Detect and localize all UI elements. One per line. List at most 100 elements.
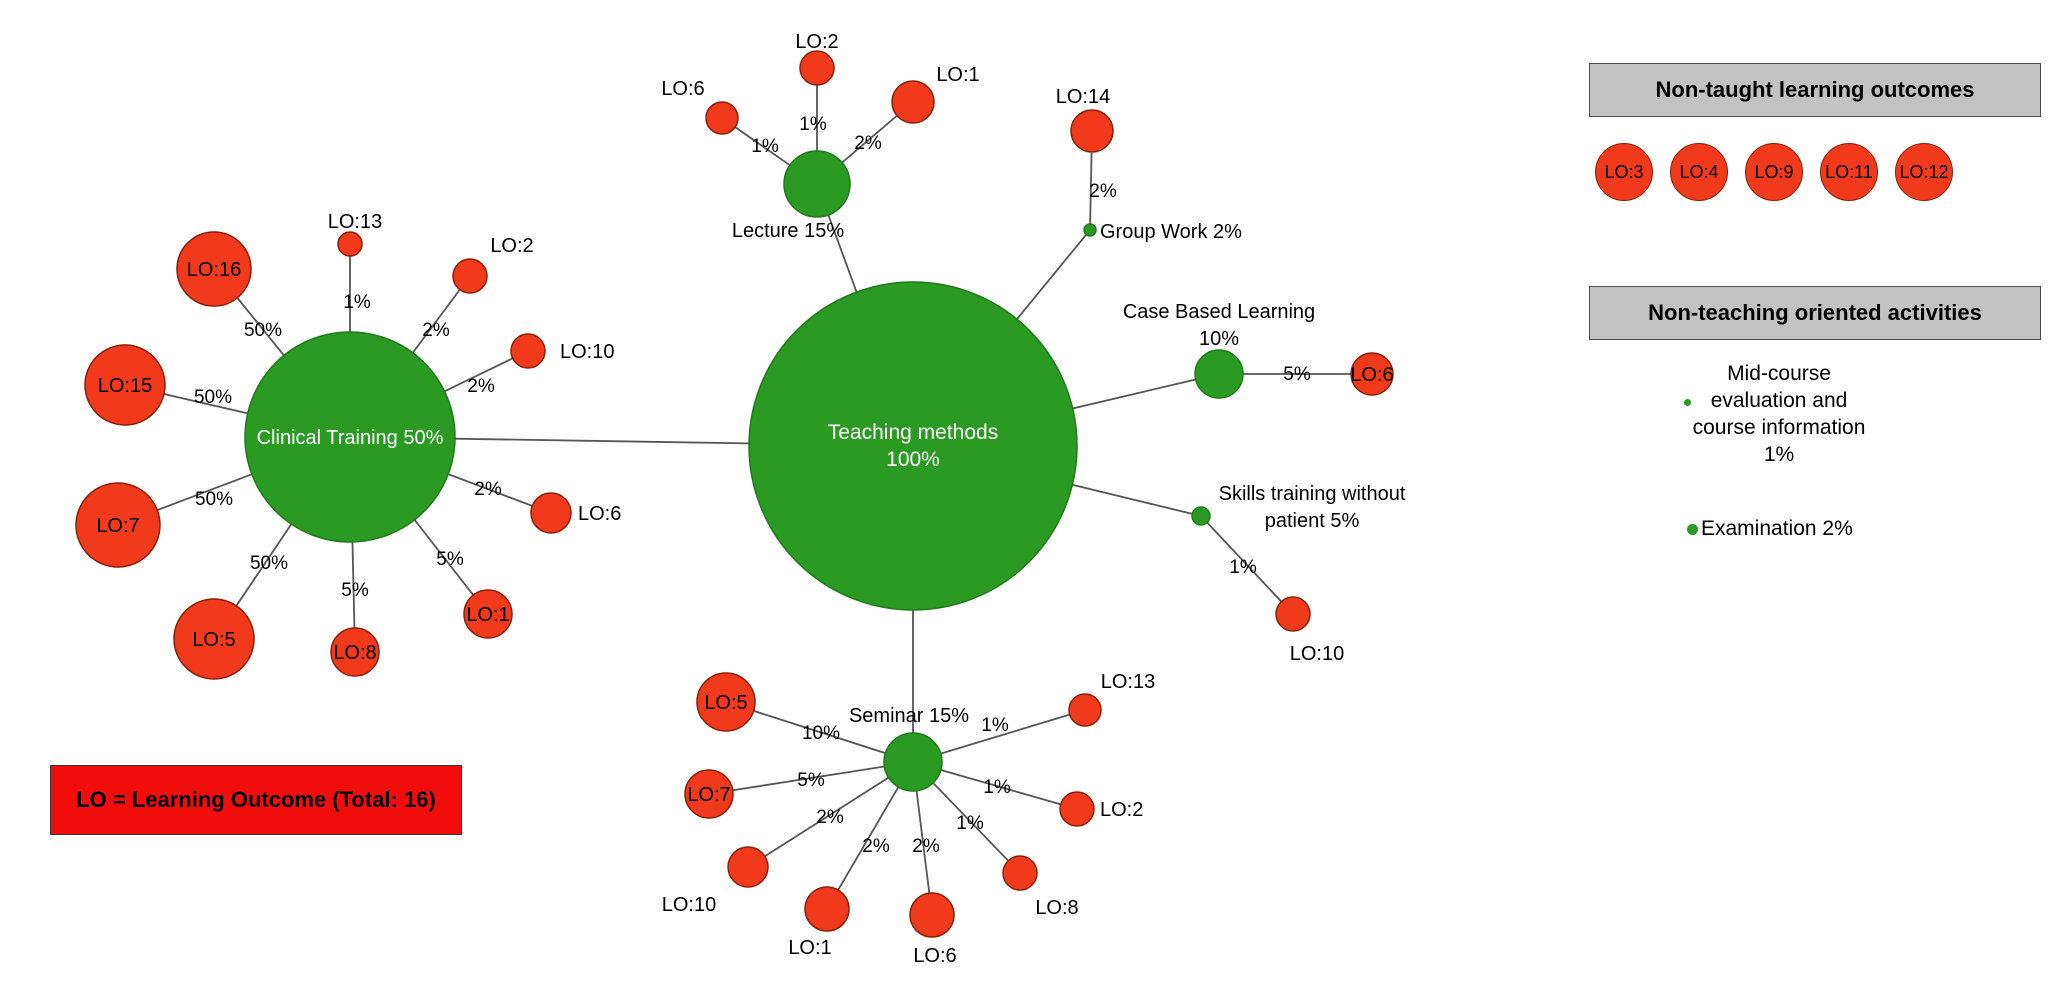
edge-label-clinical-lo2-clinical: 2% xyxy=(422,320,450,341)
edge-skills-lo10-skills xyxy=(1200,515,1294,615)
node-lo14 xyxy=(1070,109,1114,153)
edge-label-seminar-lo10-seminar: 2% xyxy=(816,807,844,828)
label-cbl: Case Based Learning 10% xyxy=(1123,301,1315,350)
edge-label-clinical-lo8-clinical: 5% xyxy=(341,580,369,601)
node-lo5-clinical xyxy=(173,598,255,680)
midcourse-label: Mid-course evaluation and course informa… xyxy=(1692,362,1866,466)
edge-label-clinical-lo15: 50% xyxy=(194,387,232,408)
label-seminar: Seminar 15% xyxy=(849,705,969,727)
node-lo10-seminar xyxy=(727,846,769,888)
edge-label-clinical-lo5-clinical: 50% xyxy=(250,553,288,574)
label-lo2-lecture: LO:2 xyxy=(795,31,838,53)
edge-label-clinical-lo7-clinical: 50% xyxy=(195,489,233,510)
legend-lo-11: LO:11 xyxy=(1820,143,1878,201)
label-lo10-clinical: LO:10 xyxy=(560,341,614,363)
label-lo10-seminar: LO:10 xyxy=(662,894,716,916)
node-lo6-seminar xyxy=(909,892,955,938)
node-lo1-lecture xyxy=(891,80,935,124)
node-lo13-seminar xyxy=(1068,693,1102,727)
node-lo5-seminar xyxy=(696,672,756,732)
edge-label-seminar-lo6-seminar: 2% xyxy=(912,836,940,857)
node-lo8-seminar xyxy=(1002,855,1038,891)
label-lo6-seminar: LO:6 xyxy=(913,945,956,967)
edge-label-lecture-lo2-lecture: 1% xyxy=(799,114,827,135)
node-lecture xyxy=(783,150,851,218)
label-lo1-clinical: LO:1 xyxy=(466,604,509,626)
edge-label-skills-lo10-skills: 1% xyxy=(1229,557,1257,578)
non-teaching-header: Non-teaching oriented activities xyxy=(1589,286,2041,340)
edge-label-groupwork-lo14: 2% xyxy=(1089,181,1117,202)
label-lo14: LO:14 xyxy=(1056,86,1110,108)
edge-label-clinical-lo6-clinical: 2% xyxy=(474,479,502,500)
non-teaching-title: Non-teaching oriented activities xyxy=(1648,300,1982,325)
node-skills xyxy=(1191,506,1211,526)
edge-seminar-lo7-seminar xyxy=(708,761,914,795)
edge-label-seminar-lo2-seminar: 1% xyxy=(983,777,1011,798)
label-lo13-clinical: LO:13 xyxy=(328,211,382,233)
edge-label-seminar-lo5-seminar: 10% xyxy=(802,723,840,744)
node-lo15 xyxy=(84,344,166,426)
examination-dot-icon xyxy=(1687,523,1698,535)
edge-label-seminar-lo7-seminar: 5% xyxy=(797,770,825,791)
legend-lo-4: LO:4 xyxy=(1670,143,1728,201)
examination-activity: Examination 2% xyxy=(1687,517,1853,541)
non-taught-items: LO:3 LO:4 LO:9 LO:11 LO:12 xyxy=(1595,143,1953,201)
label-skills: Skills training without patient 5% xyxy=(1219,483,1406,532)
label-lo10-skills: LO:10 xyxy=(1290,643,1344,665)
legend-lo-9: LO:9 xyxy=(1745,143,1803,201)
label-lo1-seminar: LO:1 xyxy=(788,937,831,959)
node-lo16 xyxy=(176,231,252,307)
node-lo2-lecture xyxy=(799,50,835,86)
node-lo10-clinical xyxy=(510,333,546,369)
edge-label-cbl-lo6-cbl: 5% xyxy=(1283,364,1311,385)
label-lo2-seminar: LO:2 xyxy=(1100,799,1143,821)
legend-lo-3: LO:3 xyxy=(1595,143,1653,201)
label-lo8-clinical: LO:8 xyxy=(333,642,376,664)
label-teaching: Teaching methods 100% xyxy=(828,421,998,471)
edge-label-clinical-lo10-clinical: 2% xyxy=(467,376,495,397)
label-lo6-clinical: LO:6 xyxy=(578,503,621,525)
edge-label-seminar-lo1-seminar: 2% xyxy=(862,836,890,857)
label-lo5-seminar: LO:5 xyxy=(704,692,747,714)
label-lo1-lecture: LO:1 xyxy=(936,64,979,86)
edge-label-clinical-lo16: 50% xyxy=(244,320,282,341)
edge-seminar-lo13-seminar xyxy=(912,709,1086,763)
edge-label-seminar-lo13-seminar: 1% xyxy=(981,715,1009,736)
node-cbl xyxy=(1194,349,1244,399)
node-lo1-clinical xyxy=(463,589,513,639)
edge-label-clinical-lo1-clinical: 5% xyxy=(436,549,464,570)
edge-seminar-lo5-seminar xyxy=(725,701,914,763)
non-taught-header: Non-taught learning outcomes xyxy=(1589,63,2041,117)
node-lo7-clinical xyxy=(75,482,161,568)
node-lo1-seminar xyxy=(804,886,850,932)
node-lo10-skills xyxy=(1275,596,1311,632)
node-clinical xyxy=(244,331,456,543)
label-lo5-clinical: LO:5 xyxy=(192,629,235,651)
node-teaching xyxy=(748,281,1078,611)
node-lo2-clinical xyxy=(452,258,488,294)
edge-label-seminar-lo8-seminar: 1% xyxy=(956,813,984,834)
midcourse-dot-icon xyxy=(1684,399,1691,406)
examination-label: Examination 2% xyxy=(1701,517,1853,540)
lo-note-text: LO = Learning Outcome (Total: 16) xyxy=(76,787,436,812)
non-taught-title: Non-taught learning outcomes xyxy=(1655,77,1975,102)
label-lo16: LO:16 xyxy=(187,259,241,281)
label-lo2-clinical: LO:2 xyxy=(490,235,533,257)
label-lo6-cbl: LO:6 xyxy=(1350,364,1393,386)
label-lo8-seminar: LO:8 xyxy=(1035,897,1078,919)
node-groupwork xyxy=(1083,223,1097,237)
edge-label-lecture-lo6-lecture: 1% xyxy=(751,136,779,157)
node-lo6-lecture xyxy=(705,101,739,135)
node-lo8-clinical xyxy=(330,627,380,677)
label-lo7-seminar: LO:7 xyxy=(687,784,730,806)
lo-note: LO = Learning Outcome (Total: 16) xyxy=(50,765,462,835)
node-lo6-clinical xyxy=(530,492,572,534)
label-groupwork: Group Work 2% xyxy=(1100,221,1242,243)
label-lo7-clinical: LO:7 xyxy=(96,515,139,537)
label-lo6-lecture: LO:6 xyxy=(661,78,704,100)
label-clinical: Clinical Training 50% xyxy=(257,427,444,449)
node-lo2-seminar xyxy=(1059,791,1095,827)
edge-label-lecture-lo1-lecture: 2% xyxy=(854,133,882,154)
node-lo13-clinical xyxy=(337,231,363,257)
